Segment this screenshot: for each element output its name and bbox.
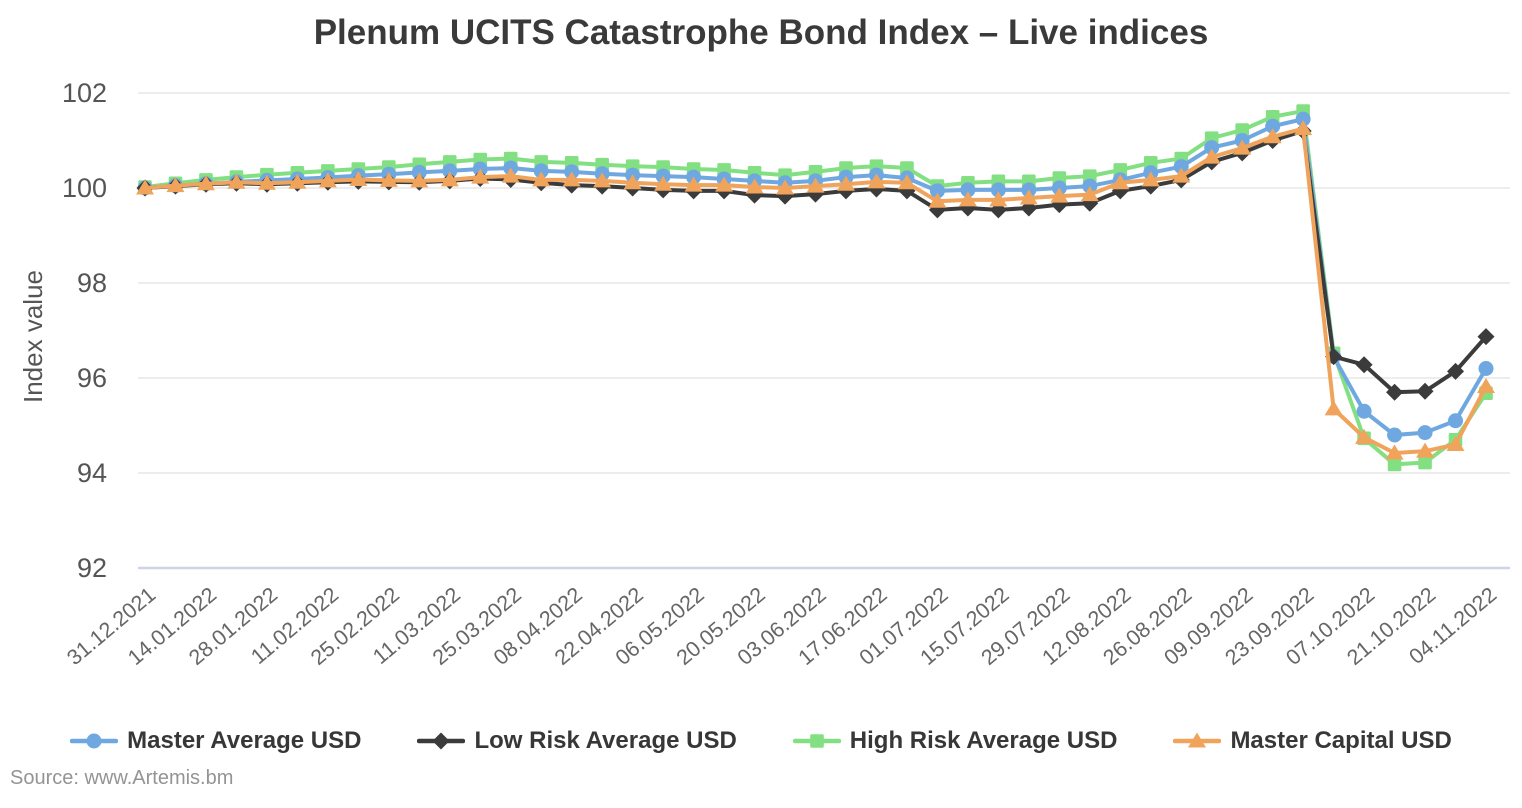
- legend-marker-glyph: [809, 734, 824, 748]
- data-point-master-average-usd[interactable]: [990, 182, 1006, 198]
- data-point-master-capital-usd[interactable]: [593, 172, 612, 188]
- data-point-master-capital-usd[interactable]: [1080, 186, 1099, 202]
- legend-item-master-average-usd[interactable]: Master Average USD: [70, 727, 361, 755]
- legend-item-low-risk-average-usd[interactable]: Low Risk Average USD: [417, 727, 737, 755]
- y-axis-title: Index value: [18, 270, 48, 403]
- data-point-master-capital-usd[interactable]: [532, 171, 551, 187]
- legend-marker-glyph: [432, 732, 450, 750]
- data-point-master-capital-usd[interactable]: [1202, 148, 1221, 164]
- data-point-master-capital-usd[interactable]: [349, 170, 368, 186]
- data-point-high-risk-average-usd[interactable]: [1235, 123, 1249, 137]
- data-point-master-capital-usd[interactable]: [136, 179, 154, 195]
- data-point-master-average-usd[interactable]: [1204, 140, 1220, 156]
- y-tick-label: 96: [77, 363, 107, 393]
- data-point-master-capital-usd[interactable]: [776, 179, 795, 195]
- data-point-master-capital-usd[interactable]: [440, 171, 459, 187]
- legend-marker-glyph: [86, 733, 102, 749]
- data-point-master-capital-usd[interactable]: [1172, 167, 1191, 183]
- data-point-master-average-usd[interactable]: [1356, 403, 1372, 419]
- y-tick-label: 100: [62, 173, 107, 203]
- data-point-master-capital-usd[interactable]: [318, 172, 337, 188]
- legend-label-low-risk-average-usd: Low Risk Average USD: [474, 727, 737, 754]
- data-point-master-average-usd[interactable]: [1173, 159, 1189, 175]
- data-point-master-capital-usd[interactable]: [562, 171, 581, 187]
- data-point-master-capital-usd[interactable]: [1355, 428, 1374, 444]
- legend-triangle-marker-icon: [1173, 732, 1222, 748]
- data-point-master-capital-usd[interactable]: [897, 174, 916, 190]
- data-point-master-capital-usd[interactable]: [227, 173, 246, 189]
- data-point-master-capital-usd[interactable]: [410, 172, 429, 188]
- data-point-master-average-usd[interactable]: [1478, 361, 1494, 376]
- data-point-master-average-usd[interactable]: [442, 163, 458, 179]
- legend-label-high-risk-average-usd: High Risk Average USD: [849, 727, 1118, 754]
- data-point-master-capital-usd[interactable]: [745, 178, 764, 194]
- data-point-master-capital-usd[interactable]: [1477, 378, 1495, 394]
- data-point-master-capital-usd[interactable]: [1111, 174, 1130, 190]
- data-point-master-capital-usd[interactable]: [623, 174, 642, 190]
- data-point-master-capital-usd[interactable]: [1416, 442, 1435, 458]
- data-point-master-capital-usd[interactable]: [501, 167, 520, 183]
- data-point-master-capital-usd[interactable]: [1263, 128, 1282, 144]
- data-point-master-average-usd[interactable]: [960, 182, 976, 198]
- data-point-master-capital-usd[interactable]: [1019, 189, 1038, 205]
- data-point-master-average-usd[interactable]: [1387, 427, 1403, 443]
- data-point-master-capital-usd[interactable]: [715, 176, 734, 192]
- legend-item-master-capital-usd[interactable]: Master Capital USD: [1173, 727, 1452, 755]
- data-point-master-average-usd[interactable]: [1265, 118, 1281, 134]
- data-point-master-capital-usd[interactable]: [1050, 187, 1069, 203]
- data-point-master-average-usd[interactable]: [533, 163, 549, 179]
- data-point-low-risk-average-usd[interactable]: [1355, 356, 1373, 374]
- data-point-master-capital-usd[interactable]: [806, 177, 825, 193]
- chart-title: Plenum UCITS Catastrophe Bond Index – Li…: [313, 13, 1209, 52]
- data-point-low-risk-average-usd[interactable]: [1416, 382, 1434, 400]
- data-point-master-capital-usd[interactable]: [1324, 400, 1343, 416]
- source-credit: Source: www.Artemis.bm: [10, 767, 234, 789]
- legend-marker-glyph: [1188, 732, 1207, 748]
- y-tick-label: 98: [77, 268, 107, 298]
- series-line-high-risk-average-usd: [143, 109, 1488, 467]
- data-point-master-average-usd[interactable]: [1082, 178, 1098, 194]
- data-point-low-risk-average-usd[interactable]: [1477, 328, 1495, 346]
- data-point-master-capital-usd[interactable]: [257, 174, 276, 190]
- data-point-master-average-usd[interactable]: [929, 183, 945, 199]
- data-point-master-average-usd[interactable]: [411, 164, 427, 180]
- y-tick-label: 94: [77, 458, 107, 488]
- data-point-master-capital-usd[interactable]: [1141, 171, 1160, 187]
- y-tick-label: 92: [77, 553, 107, 583]
- legend-square-marker-icon: [792, 734, 841, 748]
- data-point-master-capital-usd[interactable]: [836, 175, 855, 191]
- data-point-master-capital-usd[interactable]: [288, 173, 307, 189]
- data-point-master-capital-usd[interactable]: [684, 176, 703, 192]
- data-point-master-capital-usd[interactable]: [958, 191, 977, 207]
- data-point-high-risk-average-usd[interactable]: [1387, 457, 1402, 472]
- data-point-master-average-usd[interactable]: [1417, 425, 1433, 441]
- data-point-master-capital-usd[interactable]: [1446, 436, 1465, 451]
- data-point-low-risk-average-usd[interactable]: [1386, 383, 1404, 401]
- legend-item-high-risk-average-usd[interactable]: High Risk Average USD: [792, 727, 1118, 755]
- data-point-master-capital-usd[interactable]: [379, 171, 398, 187]
- data-point-master-capital-usd[interactable]: [1233, 139, 1252, 155]
- legend-label-master-capital-usd: Master Capital USD: [1230, 727, 1452, 754]
- data-point-master-average-usd[interactable]: [1295, 111, 1311, 127]
- data-point-master-capital-usd[interactable]: [928, 192, 947, 208]
- data-point-master-capital-usd[interactable]: [1294, 120, 1313, 136]
- data-point-master-capital-usd[interactable]: [166, 177, 185, 193]
- data-point-high-risk-average-usd[interactable]: [1418, 455, 1432, 470]
- y-tick-label: 102: [62, 78, 107, 108]
- legend-circle-marker-icon: [70, 733, 119, 749]
- data-point-master-capital-usd[interactable]: [989, 191, 1008, 207]
- data-point-master-average-usd[interactable]: [1448, 413, 1464, 429]
- data-point-master-capital-usd[interactable]: [654, 175, 673, 191]
- data-point-master-capital-usd[interactable]: [1385, 444, 1404, 460]
- data-point-master-capital-usd[interactable]: [196, 175, 215, 191]
- legend-diamond-marker-icon: [417, 732, 466, 750]
- legend: Master Average USD Low Risk Average USD Hi…: [0, 727, 1522, 755]
- legend-label-master-average-usd: Master Average USD: [127, 727, 362, 754]
- data-point-master-capital-usd[interactable]: [867, 173, 886, 189]
- data-point-master-capital-usd[interactable]: [471, 168, 490, 184]
- data-point-low-risk-average-usd[interactable]: [1447, 362, 1465, 380]
